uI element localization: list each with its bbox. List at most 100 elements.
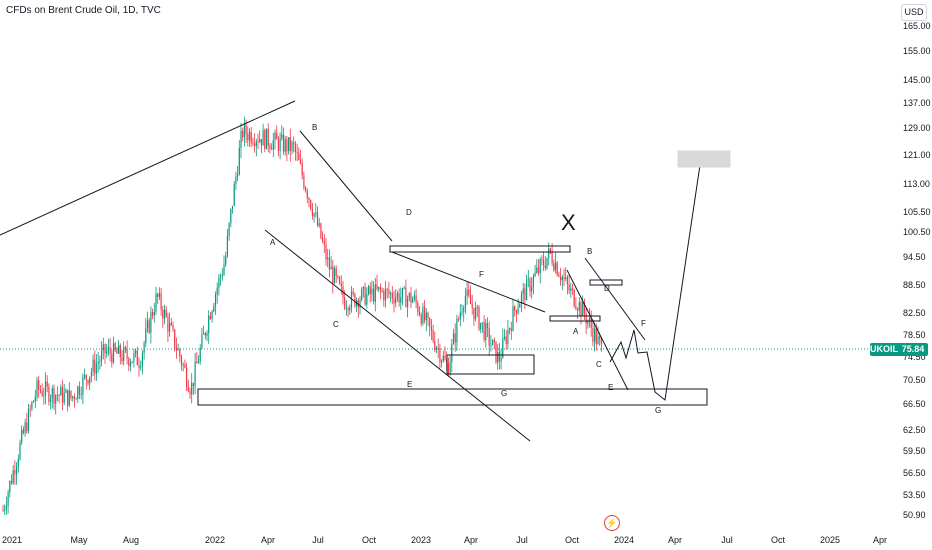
price-axis[interactable]: 165.00 155.00 145.00 137.00 129.00 121.00 113.… xyxy=(903,21,931,520)
candle-body xyxy=(456,318,458,343)
candle-body xyxy=(293,142,295,145)
candle-body xyxy=(46,381,48,387)
candle-body xyxy=(58,395,60,397)
drawing-trendlines[interactable] xyxy=(0,100,701,442)
candle-body xyxy=(561,276,563,281)
candle-body xyxy=(328,257,330,270)
candle-body xyxy=(563,276,565,279)
trendline-wedge-upper[interactable] xyxy=(584,257,646,341)
trendline-f[interactable] xyxy=(391,251,546,313)
candle-body xyxy=(157,293,159,297)
y-tick-label: 137.00 xyxy=(903,98,931,108)
candle-body xyxy=(17,459,19,467)
candle-body xyxy=(583,302,585,314)
candle-body xyxy=(288,137,290,152)
candle-body xyxy=(384,289,387,301)
candle-body xyxy=(209,315,211,320)
box-support-base[interactable] xyxy=(197,388,708,406)
candle-body xyxy=(449,361,451,375)
candle-body xyxy=(36,380,38,397)
candle-body xyxy=(492,339,494,346)
candle-body xyxy=(237,174,239,177)
candle-body xyxy=(320,223,322,239)
candle-body xyxy=(588,317,591,321)
candle-body xyxy=(43,395,45,397)
box-resistance-top[interactable] xyxy=(389,245,571,253)
candle-body xyxy=(33,401,35,403)
y-tick-label: 62.50 xyxy=(903,425,926,435)
candle-body xyxy=(143,343,145,353)
candle-body xyxy=(265,128,268,149)
candle-body xyxy=(595,328,597,344)
candle-body xyxy=(600,339,602,345)
candle-body xyxy=(82,376,84,395)
candle-body xyxy=(172,325,174,330)
candle-body xyxy=(274,132,276,141)
candle-body xyxy=(169,322,171,332)
candle-body xyxy=(39,389,41,391)
x-tick-label: 2024 xyxy=(614,535,634,545)
candle-body xyxy=(214,294,217,307)
candle-body xyxy=(549,248,551,252)
y-tick-label: 59.50 xyxy=(903,446,926,456)
candle-body xyxy=(512,306,514,331)
box-consolidation[interactable] xyxy=(446,354,535,375)
y-tick-label: 100.50 xyxy=(903,227,931,237)
candle-body xyxy=(284,139,286,152)
candle-body xyxy=(361,289,363,301)
candle-body xyxy=(339,277,341,284)
candle-body xyxy=(543,259,545,266)
candle-body xyxy=(413,295,415,300)
candle-body xyxy=(7,492,9,506)
label-g2: G xyxy=(655,406,661,415)
trendline-channel-lower[interactable] xyxy=(264,229,531,442)
candle-body xyxy=(206,333,208,336)
candle-body xyxy=(478,306,480,330)
candle-body xyxy=(240,130,242,149)
candle-body xyxy=(174,329,176,348)
x-tick-label: Oct xyxy=(565,535,580,545)
candle-body xyxy=(437,347,439,349)
trendline-rising[interactable] xyxy=(0,100,296,236)
candle-body xyxy=(201,334,203,348)
candle-body xyxy=(118,345,120,354)
target-zone[interactable] xyxy=(677,150,731,168)
tradingview-logo-icon[interactable]: ⚡ xyxy=(604,515,620,531)
time-axis[interactable]: 2021 May Aug 2022 Apr Jul Oct 2023 Apr Jul Oct 2024… xyxy=(2,535,887,545)
candle-body xyxy=(16,466,18,475)
projection-path[interactable] xyxy=(609,164,701,401)
trendline-channel-upper[interactable] xyxy=(299,130,393,242)
candle-body xyxy=(359,300,361,308)
drawing-rectangles[interactable] xyxy=(197,150,731,406)
candle-body xyxy=(374,284,376,302)
candle-body xyxy=(186,367,188,387)
candle-body xyxy=(459,312,461,320)
trendline-wedge-lower[interactable] xyxy=(566,269,629,391)
box-small-d[interactable] xyxy=(589,279,623,286)
y-tick-label: 129.00 xyxy=(903,123,931,133)
candle-body xyxy=(34,396,36,402)
candle-body xyxy=(299,159,302,164)
candle-body xyxy=(408,293,410,299)
candle-body xyxy=(483,322,485,340)
last-price-badge: 75.84 xyxy=(898,343,928,356)
candle-body xyxy=(271,148,273,150)
candle-body xyxy=(230,209,232,224)
candle-body xyxy=(407,298,409,308)
currency-button[interactable]: USD xyxy=(901,4,927,21)
candle-body xyxy=(509,328,511,330)
candlestick-series xyxy=(2,116,602,515)
candle-body xyxy=(316,212,319,226)
box-small-a[interactable] xyxy=(549,315,601,322)
candle-body xyxy=(420,314,422,324)
candle-body xyxy=(41,390,43,396)
candle-body xyxy=(158,293,160,297)
label-d2: D xyxy=(604,284,610,293)
candle-body xyxy=(539,259,541,274)
candle-body xyxy=(99,360,101,363)
candle-body xyxy=(223,264,225,275)
candle-body xyxy=(386,289,388,290)
candle-body xyxy=(191,382,193,395)
candle-body xyxy=(391,292,393,299)
